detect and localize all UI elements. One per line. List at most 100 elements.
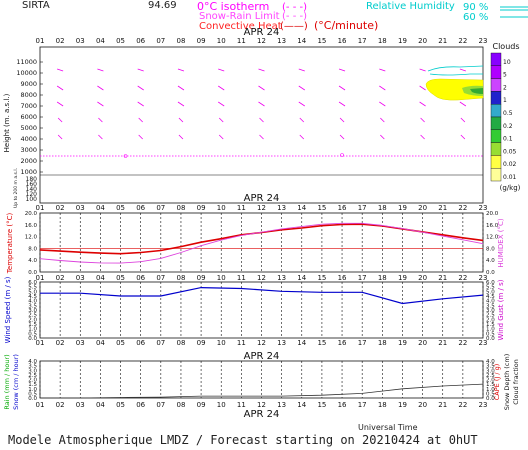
top-hour-label: 20 bbox=[418, 37, 427, 45]
temperature-bottom-hour-label: 09 bbox=[197, 274, 206, 282]
height-bottom-hour-label: 16 bbox=[338, 204, 347, 212]
date-label: APR 24 bbox=[244, 409, 280, 420]
wind-barb bbox=[97, 85, 104, 91]
top-hour-label: 05 bbox=[116, 37, 125, 45]
temperature-bottom-hour-label: 10 bbox=[217, 274, 226, 282]
wind-tick-label: 0.5 bbox=[28, 331, 37, 337]
wind-bottom-hour-label: 06 bbox=[136, 339, 145, 347]
wind-gust-ylabel: Wind Gust (m / s) bbox=[497, 279, 505, 340]
temperature-bottom-hour-label: 21 bbox=[438, 274, 447, 282]
temperature-tick-label-right: 0.0 bbox=[486, 270, 495, 276]
wind-bottom-hour-label: 04 bbox=[96, 339, 105, 347]
wind-tick-label-right: 2.5 bbox=[486, 313, 495, 319]
clouds-legend-swatch bbox=[490, 65, 502, 79]
wind-barb bbox=[420, 117, 425, 123]
clouds-legend-swatch bbox=[490, 116, 502, 131]
precip-tick-label-right: 0.0 bbox=[486, 396, 495, 402]
temperature-bottom-hour-label: 08 bbox=[176, 274, 185, 282]
temperature-bottom-hour-label: 13 bbox=[277, 274, 286, 282]
temperature-tick-label-right: 8.0 bbox=[486, 246, 495, 252]
clouds-legend-label: 0.2 bbox=[503, 123, 513, 130]
precip-bottom-hour-label: 20 bbox=[418, 401, 427, 409]
wind-bottom-hour-label: 16 bbox=[338, 339, 347, 347]
wind-barb bbox=[56, 101, 64, 107]
wind-tick-label: 6.0 bbox=[28, 280, 37, 286]
height-tick-label: 8000 bbox=[20, 91, 37, 99]
cape-ylabel: CAPE (J / g) bbox=[493, 364, 501, 401]
clouds-legend-label: 0.1 bbox=[503, 136, 513, 143]
temperature-bottom-hour-label: 06 bbox=[136, 274, 145, 282]
temperature-bottom-hour-label: 16 bbox=[338, 274, 347, 282]
cloud-band-core-dense bbox=[470, 88, 483, 94]
wind-barb bbox=[379, 85, 386, 91]
wind-barb bbox=[98, 134, 103, 140]
height-tick-label: 9000 bbox=[20, 80, 37, 88]
wind-speed-line bbox=[40, 286, 484, 305]
height-bottom-hour-label: 02 bbox=[56, 204, 65, 212]
temperature-tick-label-right: 4.0 bbox=[486, 258, 495, 264]
wind-barb bbox=[419, 101, 426, 107]
temperature-tick-label: 12.0 bbox=[25, 235, 38, 241]
temperature-bottom-hour-label: 04 bbox=[96, 274, 105, 282]
height-bottom-hour-label: 01 bbox=[36, 204, 45, 212]
wind-barb bbox=[419, 68, 426, 72]
top-hour-label: 01 bbox=[36, 37, 45, 45]
wind-bottom-hour-label: 17 bbox=[358, 339, 367, 347]
clouds-legend-swatch bbox=[490, 103, 502, 118]
wind-barb bbox=[379, 68, 386, 72]
wind-barb bbox=[138, 117, 143, 123]
height-bottom-hour-label: 14 bbox=[297, 204, 306, 212]
height-tick-label: 3000 bbox=[20, 146, 37, 154]
clouds-legend-title: Clouds bbox=[492, 42, 519, 51]
cloud-band bbox=[425, 78, 484, 101]
wind-tick-label-right: 5.5 bbox=[486, 285, 495, 291]
height-bottom-hour-label: 18 bbox=[378, 204, 387, 212]
clouds-legend-swatch bbox=[490, 155, 502, 169]
convective-label: Convective Heat bbox=[199, 21, 282, 32]
convective-key: (——) bbox=[280, 21, 308, 32]
temperature-bottom-hour-label: 12 bbox=[257, 274, 266, 282]
precip-bottom-hour-label: 07 bbox=[156, 401, 165, 409]
precip-tick-label: 3.0 bbox=[28, 368, 37, 374]
height-bottom-hour-label: 20 bbox=[418, 204, 427, 212]
wind-tick-label: 4.0 bbox=[28, 299, 37, 305]
isotherm-marker bbox=[123, 154, 128, 158]
snow-depth-ylabel: Snow Depth (cm) bbox=[503, 354, 511, 410]
precip-tick-label-right: 4.0 bbox=[486, 359, 495, 365]
precip-tick-label-right: 1.0 bbox=[486, 387, 495, 393]
wind-barb bbox=[258, 68, 265, 72]
wind-barb bbox=[379, 101, 386, 107]
top-hour-label: 02 bbox=[56, 37, 65, 45]
clouds-legend-label: 0.05 bbox=[503, 148, 517, 155]
clouds-legend-unit: (g/kg) bbox=[500, 184, 521, 192]
wind-bottom-hour-label: 15 bbox=[317, 339, 326, 347]
wind-bottom-hour-label: 20 bbox=[418, 339, 427, 347]
wind-tick-label: 0.0 bbox=[28, 336, 37, 342]
wind-bottom-hour-label: 14 bbox=[297, 339, 306, 347]
height-tick-label: 1000 bbox=[20, 168, 37, 176]
wind-tick-label-right: 3.5 bbox=[486, 303, 495, 309]
precip-bottom-hour-label: 21 bbox=[438, 401, 447, 409]
precip-tick-label: 0.0 bbox=[28, 396, 37, 402]
temperature-bottom-hour-label: 18 bbox=[378, 274, 387, 282]
temperature-bottom-hour-label: 17 bbox=[358, 274, 367, 282]
temperature-bottom-hour-label: 02 bbox=[56, 274, 65, 282]
temperature-tick-label: 8.0 bbox=[28, 246, 37, 252]
precip-tick-label-right: 0.5 bbox=[486, 391, 495, 397]
height-bottom-hour-label: 05 bbox=[116, 204, 125, 212]
temperature-tick-label-right: 20.0 bbox=[486, 211, 499, 217]
rh-90: 90 % bbox=[463, 2, 488, 13]
clouds-legend-label: 5 bbox=[503, 72, 507, 79]
temperature-tick-label: 20.0 bbox=[25, 211, 38, 217]
wind-bottom-hour-label: 21 bbox=[438, 339, 447, 347]
wind-barb bbox=[177, 85, 185, 91]
precip-tick-label: 1.5 bbox=[28, 382, 37, 388]
station-altitude: 94.69 bbox=[148, 0, 177, 11]
rain-ylabel: Rain (mm / hour) bbox=[3, 354, 11, 409]
temperature-bottom-hour-label: 01 bbox=[36, 274, 45, 282]
wind-tick-label-right: 4.0 bbox=[486, 299, 495, 305]
wind-tick-label-right: 2.0 bbox=[486, 317, 495, 323]
wind-barb bbox=[420, 134, 425, 140]
wind-bottom-hour-label: 10 bbox=[217, 339, 226, 347]
wind-barb bbox=[338, 68, 346, 72]
